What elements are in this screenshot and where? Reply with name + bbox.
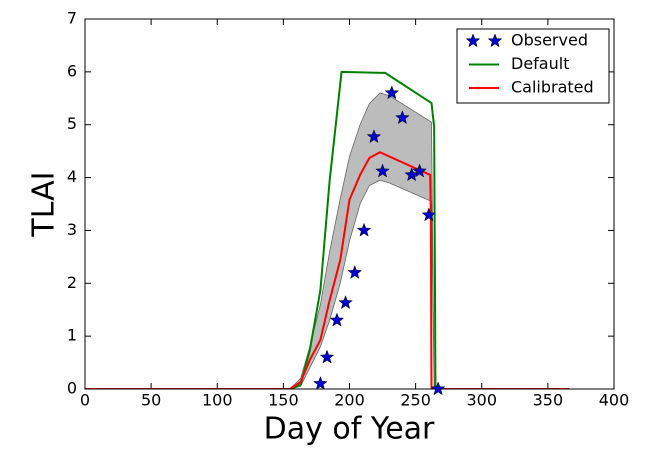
legend-label: Default xyxy=(511,54,569,73)
y-tick-label: 7 xyxy=(67,9,77,28)
x-tick-label: 200 xyxy=(334,391,365,410)
x-tick-label: 50 xyxy=(141,391,161,410)
x-tick-label: 100 xyxy=(202,391,233,410)
series-line xyxy=(85,151,570,389)
star-marker xyxy=(347,264,363,279)
legend-box xyxy=(456,28,610,104)
x-axis-label: Day of Year xyxy=(264,412,435,447)
x-tick-label: 350 xyxy=(533,391,564,410)
y-axis-label: TLAI xyxy=(27,171,62,237)
y-tick-label: 0 xyxy=(67,379,77,398)
star-marker xyxy=(338,295,353,310)
star-marker xyxy=(395,110,410,125)
star-marker xyxy=(313,375,328,390)
star-marker xyxy=(384,85,400,100)
legend-marker xyxy=(465,33,481,48)
x-tick-label: 250 xyxy=(400,391,431,410)
plot-area xyxy=(85,70,570,389)
star-marker xyxy=(319,349,335,364)
series-line xyxy=(85,70,570,389)
star-marker xyxy=(366,129,382,144)
star-marker xyxy=(329,312,345,327)
x-tick-label: 300 xyxy=(466,391,497,410)
star-marker xyxy=(356,222,372,237)
x-tick-label: 400 xyxy=(599,391,630,410)
legend-label: Observed xyxy=(511,31,588,50)
star-marker xyxy=(375,163,390,178)
y-tick-label: 4 xyxy=(67,167,77,186)
y-tick-label: 5 xyxy=(67,114,77,133)
star-marker xyxy=(421,207,437,222)
x-tick-label: 150 xyxy=(268,391,299,410)
x-tick-label: 0 xyxy=(80,391,90,410)
y-tick-label: 3 xyxy=(67,220,77,239)
y-tick-label: 1 xyxy=(67,326,77,345)
star-marker xyxy=(412,163,427,178)
legend-marker xyxy=(487,33,503,48)
legend-label: Calibrated xyxy=(511,78,594,97)
star-marker xyxy=(430,381,446,396)
y-tick-label: 2 xyxy=(67,273,77,292)
y-tick-label: 6 xyxy=(67,61,77,80)
